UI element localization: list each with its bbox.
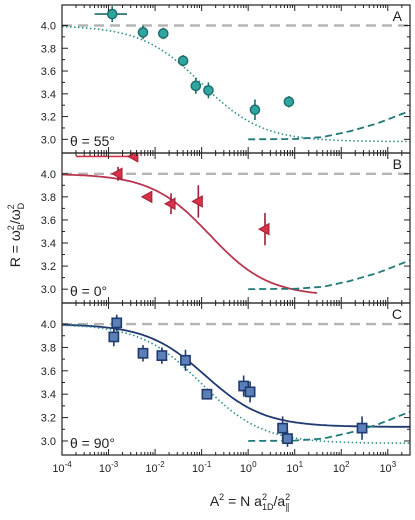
x-axis-label: A2 = N a2 1D/a2 ∥ bbox=[210, 492, 290, 512]
panel-letter: C bbox=[392, 306, 402, 322]
y-tick-label: 3.8 bbox=[41, 192, 56, 204]
model-curve-dotted bbox=[62, 324, 410, 444]
circle-marker bbox=[203, 85, 214, 96]
y-tick-label: 3.8 bbox=[41, 342, 56, 354]
theta-label: θ = 0° bbox=[70, 283, 107, 299]
y-tick-label: 4.0 bbox=[41, 319, 56, 331]
y-tick-label: 3.8 bbox=[41, 43, 56, 55]
y-tick-label: 4.0 bbox=[41, 169, 56, 181]
triangle-marker bbox=[163, 197, 176, 211]
panel-frame bbox=[61, 4, 411, 154]
y-tick-label: 3.4 bbox=[41, 238, 56, 250]
square-marker bbox=[277, 422, 289, 434]
data-point bbox=[156, 347, 168, 364]
circle-marker bbox=[137, 27, 149, 38]
theta-label: θ = 90° bbox=[70, 435, 115, 451]
data-point bbox=[249, 99, 261, 120]
data-point bbox=[177, 55, 189, 67]
data-point bbox=[140, 190, 153, 204]
panel-b: 3.0 3.2 3.4 3.6 3.8 4.0 Bθ = 0° bbox=[41, 152, 411, 304]
circle-marker bbox=[177, 55, 189, 67]
y-tick-label: 3.6 bbox=[41, 366, 56, 378]
data-point bbox=[163, 193, 176, 215]
triangle-marker bbox=[257, 222, 270, 236]
x-tick-label: 101 bbox=[286, 460, 303, 475]
y-tick-label: 3.4 bbox=[41, 89, 56, 101]
data-point bbox=[191, 185, 203, 218]
y-tick-label: 3.2 bbox=[41, 112, 56, 124]
model-curve-solid bbox=[62, 323, 410, 428]
x-tick-label: 103 bbox=[379, 460, 396, 475]
y-tick-label: 3.6 bbox=[41, 66, 56, 78]
square-marker bbox=[156, 350, 168, 362]
model-curve-solid bbox=[62, 173, 318, 294]
x-tick-label: 100 bbox=[240, 460, 257, 475]
y-tick-label: 3.2 bbox=[41, 413, 56, 425]
panel-a: 3.0 3.2 3.4 3.6 3.8 4.0 Aθ = 55° bbox=[41, 4, 411, 154]
y-tick-label: 3.0 bbox=[41, 134, 56, 146]
y-tick-label: 4.0 bbox=[41, 20, 56, 32]
x-tick-label: 10-4 bbox=[52, 460, 72, 475]
data-point bbox=[203, 82, 214, 99]
y-axis-label: R = ω2B/ω2D bbox=[6, 202, 26, 267]
triangle-marker bbox=[191, 195, 203, 208]
data-point bbox=[137, 345, 149, 362]
panel-c: 3.0 3.2 3.4 3.6 3.8 4.0 Cθ = 90° 10-4 10-3 10-2 10… bbox=[41, 302, 411, 475]
data-point bbox=[201, 388, 213, 400]
circle-marker bbox=[190, 80, 202, 92]
circle-marker bbox=[283, 96, 295, 108]
data-point bbox=[190, 77, 202, 94]
data-point bbox=[356, 416, 368, 440]
y-tick-label: 3.4 bbox=[41, 389, 56, 401]
data-point bbox=[137, 25, 149, 40]
square-marker bbox=[108, 331, 120, 343]
x-tick-label: 10-2 bbox=[145, 460, 165, 475]
data-point bbox=[283, 96, 295, 108]
x-tick-label: 10-3 bbox=[99, 460, 119, 475]
model-curve-dotted bbox=[62, 25, 410, 143]
data-point bbox=[244, 381, 256, 403]
y-tick-label: 3.0 bbox=[41, 284, 56, 296]
square-marker bbox=[137, 347, 149, 359]
plot-area bbox=[62, 153, 410, 294]
panel-letter: A bbox=[393, 8, 403, 24]
y-tick-label: 3.0 bbox=[41, 436, 56, 448]
square-marker bbox=[356, 422, 368, 434]
model-curve-dashed bbox=[248, 110, 410, 141]
square-marker bbox=[244, 386, 256, 398]
triangle-marker bbox=[111, 167, 123, 181]
data-point bbox=[257, 213, 270, 246]
data-point bbox=[238, 375, 250, 397]
square-marker bbox=[111, 317, 123, 329]
circle-marker bbox=[249, 104, 261, 116]
model-curve-dashed bbox=[248, 259, 410, 291]
circle-marker bbox=[157, 28, 169, 39]
theta-label: θ = 55° bbox=[70, 133, 115, 149]
data-point bbox=[282, 430, 293, 447]
data-point bbox=[157, 27, 169, 40]
square-marker bbox=[282, 433, 293, 445]
square-marker bbox=[201, 388, 213, 400]
plot-area bbox=[62, 6, 410, 143]
square-marker bbox=[238, 380, 250, 392]
data-point bbox=[108, 327, 120, 347]
x-tick-label: 102 bbox=[333, 460, 350, 475]
plot-area bbox=[62, 314, 410, 447]
circle-marker bbox=[106, 8, 118, 20]
x-tick-label: 10-1 bbox=[192, 460, 212, 475]
data-point bbox=[111, 314, 123, 332]
square-marker bbox=[180, 354, 191, 366]
data-point bbox=[180, 349, 191, 371]
data-point bbox=[111, 166, 123, 181]
panel-frame bbox=[61, 302, 411, 456]
data-point bbox=[94, 6, 128, 23]
triangle-marker bbox=[140, 190, 153, 204]
y-tick-label: 3.2 bbox=[41, 261, 56, 273]
y-tick-label: 3.6 bbox=[41, 215, 56, 227]
panel-letter: B bbox=[393, 156, 402, 172]
